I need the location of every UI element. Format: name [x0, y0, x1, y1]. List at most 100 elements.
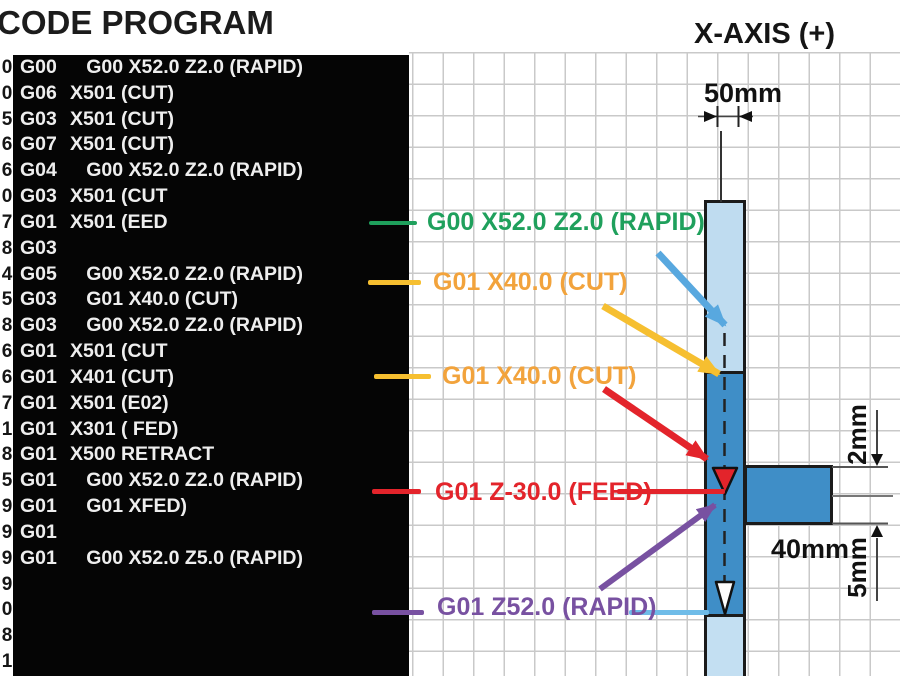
- gcode-word: G03: [20, 107, 57, 130]
- line-number: 5: [1, 108, 13, 130]
- leader-line-red-left: [372, 489, 421, 494]
- code-line: G01 X301 ( FED): [13, 417, 409, 443]
- code-text: G00 X52.0 Z2.0 (RAPID): [70, 159, 304, 182]
- workpiece-machined-section: [704, 371, 746, 617]
- line-number: 0: [1, 82, 13, 104]
- code-line: G01 X500 RETRACT: [13, 442, 409, 468]
- gcode-word: G01: [20, 417, 57, 440]
- gcode-word: G03: [20, 288, 57, 311]
- line-number: 9: [1, 496, 13, 518]
- code-line: [13, 597, 409, 623]
- callout-feed-z30: G01 Z-30.0 (FEED): [435, 478, 652, 506]
- code-panel: G00 G00 X52.0 Z2.0 (RAPID) G06 X501 (CUT)…: [13, 55, 409, 676]
- line-number: 8: [1, 315, 13, 337]
- dimension-label-2mm: 2mm: [830, 404, 884, 465]
- line-number: 0: [1, 599, 13, 621]
- code-line: G01 X501 (EED: [13, 210, 409, 236]
- line-number: 5: [1, 289, 13, 311]
- code-line: G05 G00 X52.0 Z2.0 (RAPID): [13, 262, 409, 288]
- gcode-word: G03: [20, 236, 57, 259]
- code-text: G00 X52.0 Z2.0 (RAPID): [70, 262, 304, 285]
- gcode-word: G01: [20, 210, 57, 233]
- line-number: 8: [1, 237, 13, 259]
- code-text: G00 X52.0 Z2.0 (RAPID): [70, 56, 304, 78]
- code-line: G01 X401 (CUT): [13, 365, 409, 391]
- line-number: 9: [1, 521, 13, 543]
- code-line: G01 G00 X52.0 Z2.0 (RAPID): [13, 468, 409, 494]
- workpiece-shaft-upper: [704, 200, 746, 374]
- dimension-label-5mm: 5mm: [830, 536, 884, 598]
- code-text: G01 XFED): [70, 495, 188, 518]
- workpiece-flange: [744, 465, 833, 525]
- page-title: CODE PROGRAM: [0, 4, 274, 41]
- code-text: X500 RETRACT: [70, 443, 215, 466]
- line-number: 1: [1, 418, 13, 440]
- line-number: 6: [1, 341, 13, 363]
- code-line: G00 G00 X52.0 Z2.0 (RAPID): [13, 55, 409, 81]
- code-line: G01 G00 X52.0 Z5.0 (RAPID): [13, 546, 409, 572]
- line-number: 9: [1, 573, 13, 595]
- gcode-word: G03: [20, 314, 57, 337]
- code-line: G01 X501 (E02): [13, 391, 409, 417]
- line-number: 8: [1, 625, 13, 647]
- line-number: 7: [1, 392, 13, 414]
- line-number: 4: [1, 263, 13, 285]
- leader-line-yellow-2: [374, 374, 431, 379]
- leader-line-green: [369, 221, 417, 225]
- dimension-label-50mm: 50mm: [704, 78, 783, 108]
- code-line: [13, 649, 409, 675]
- gcode-word: G01: [20, 443, 57, 466]
- line-number: 5: [1, 470, 13, 492]
- code-text: X501 (EED: [70, 210, 168, 233]
- code-line: G04 G00 X52.0 Z2.0 (RAPID): [13, 158, 409, 184]
- gcode-word: G06: [20, 81, 57, 104]
- gcode-word: [20, 597, 70, 623]
- axis-title: X-AXIS (+): [694, 18, 835, 50]
- callout-cut-x40-lower: G01 X40.0 (CUT): [442, 362, 637, 390]
- gcode-word: G05: [20, 262, 57, 285]
- gcode-word: G03: [20, 185, 57, 208]
- code-line: G03 G01 X40.0 (CUT): [13, 287, 409, 313]
- line-number: 9: [1, 547, 13, 569]
- gcode-word: G00: [20, 56, 57, 78]
- line-number: 6: [1, 366, 13, 388]
- code-line: G07 X501 (CUT): [13, 132, 409, 158]
- gcode-word: G01: [20, 469, 57, 492]
- workpiece-shaft-lower: [704, 614, 746, 676]
- gcode-word: [20, 649, 70, 675]
- line-number: 0: [1, 57, 13, 78]
- callout-rapid-approach: G00 X52.0 Z2.0 (RAPID): [427, 208, 705, 236]
- code-text: X401 (CUT): [70, 365, 175, 388]
- code-line: G03 X501 (CUT: [13, 184, 409, 210]
- line-number-strip: 0 0 5 6 6 0 7 8 4 5 8 6 6 7 1 8 5 9 9 9 …: [0, 55, 14, 676]
- code-text: G00 X52.0 Z2.0 (RAPID): [70, 314, 304, 337]
- gcode-word: G04: [20, 159, 57, 182]
- code-line: G03: [13, 236, 409, 262]
- code-text: X501 (CUT: [70, 340, 168, 363]
- gcode-word: G01: [20, 391, 57, 414]
- line-number: 7: [1, 211, 13, 233]
- line-number: 6: [1, 134, 13, 156]
- dimension-text: 5mm: [841, 536, 872, 598]
- leader-line-lightblue-right: [629, 610, 709, 615]
- line-number: 8: [1, 444, 13, 466]
- gcode-word: G07: [20, 133, 57, 156]
- code-text: X501 (CUT): [70, 107, 175, 130]
- gcode-word: [20, 572, 70, 598]
- code-text: G00 X52.0 Z2.0 (RAPID): [70, 469, 304, 492]
- code-line: G01 X501 (CUT: [13, 339, 409, 365]
- code-line: G01: [13, 520, 409, 546]
- code-text: X301 ( FED): [70, 417, 179, 440]
- code-text: X501 (CUT): [70, 81, 175, 104]
- code-text: X501 (CUT: [70, 185, 168, 208]
- dimension-label-40mm: 40mm: [771, 534, 850, 564]
- code-text: G01 X40.0 (CUT): [70, 288, 238, 311]
- code-text: G00 X52.0 Z5.0 (RAPID): [70, 546, 304, 569]
- gcode-word: [20, 623, 70, 649]
- leader-line-red-right: [617, 489, 725, 494]
- leader-line-purple-left: [372, 610, 424, 615]
- gcode-word: G01: [20, 495, 57, 518]
- callout-cut-x40-upper: G01 X40.0 (CUT): [433, 268, 628, 296]
- code-line: G06 X501 (CUT): [13, 81, 409, 107]
